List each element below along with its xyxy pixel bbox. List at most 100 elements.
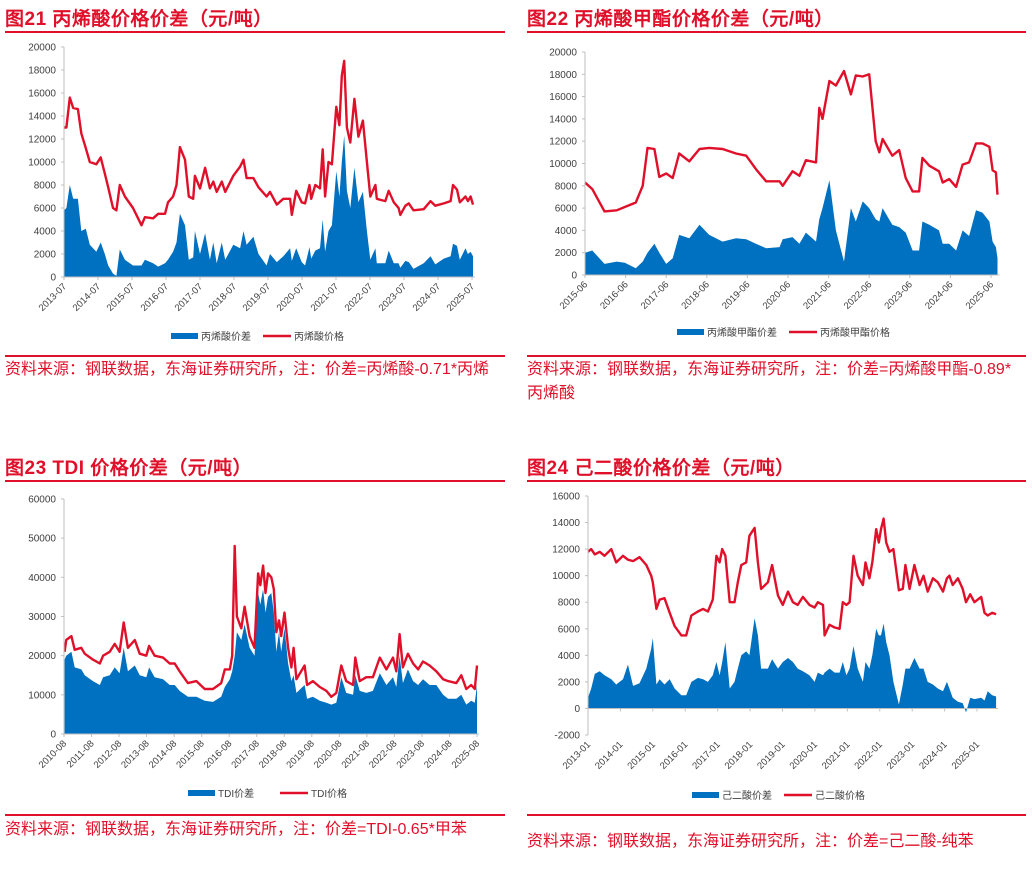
y-tick-label: 16000 xyxy=(549,92,577,103)
y-tick-label: 20000 xyxy=(549,48,577,59)
x-tick-label: 2022-08 xyxy=(367,738,399,770)
y-tick-label: 4000 xyxy=(34,227,57,238)
figure-24-source: 资料来源：钢联数据，东海证券研究所，注：价差=己二酸-纯苯 xyxy=(527,833,974,850)
figure-23-source: 资料来源：钢联数据，东海证券研究所，注：价差=TDI-0.65*甲苯 xyxy=(5,821,467,838)
legend-swatch-spread xyxy=(692,792,719,798)
y-tick-label: 8000 xyxy=(555,181,578,192)
figure-22-source: 资料来源：钢联数据，东海证券研究所，注：价差=丙烯酸甲酯-0.89*丙烯酸 xyxy=(527,361,1012,402)
price-line xyxy=(64,59,475,227)
price-line xyxy=(587,517,997,637)
y-tick-label: 50000 xyxy=(28,534,56,545)
x-tick-label: 2022-06 xyxy=(842,279,874,311)
y-tick-label: 10000 xyxy=(28,158,56,169)
y-tick-label: 0 xyxy=(574,704,580,715)
legend-label-price: 丙烯酸甲酯价格 xyxy=(820,326,890,339)
x-tick-label: 2015-08 xyxy=(174,738,206,770)
x-tick-label: 2018-06 xyxy=(679,279,711,311)
x-tick-label: 2025-06 xyxy=(964,279,996,311)
chart-24: -2000 0 2000 4000 6000 8000 10000 12000 14000 160… xyxy=(552,492,999,802)
y-tick-label: 30000 xyxy=(28,612,56,623)
legend: TDI价差 TDI价格 xyxy=(188,787,347,800)
x-tick-label: 2016-07 xyxy=(139,281,171,313)
x-tick-label: 2018-01 xyxy=(723,739,755,771)
y-tick-label: 16000 xyxy=(28,89,56,100)
y-tick-label: 20000 xyxy=(28,43,56,54)
y-tick-label: 2000 xyxy=(558,677,581,688)
y-tick-label: 10000 xyxy=(552,571,580,582)
x-tick-label: 2017-01 xyxy=(690,739,722,771)
x-tick-label: 2025-07 xyxy=(445,281,477,313)
title-divider xyxy=(527,480,1026,482)
x-tick-label: 2023-07 xyxy=(377,281,409,313)
legend-swatch-spread xyxy=(677,329,704,335)
y-tick-label: 16000 xyxy=(552,492,580,503)
x-tick-label: 2020-07 xyxy=(275,281,307,313)
x-tick-label: 2020-06 xyxy=(761,279,793,311)
x-tick-label: 2017-07 xyxy=(173,281,205,313)
x-tick-label: 2022-01 xyxy=(852,739,884,771)
legend: 丙烯酸甲酯价差 丙烯酸甲酯价格 xyxy=(677,326,890,339)
source-divider xyxy=(5,814,505,816)
x-tick-label: 2014-07 xyxy=(71,281,103,313)
y-tick-label: 0 xyxy=(50,730,56,741)
y-tick-label: 0 xyxy=(571,271,577,282)
x-tick-label: 2016-08 xyxy=(202,738,234,770)
y-tick-label: 2000 xyxy=(555,248,578,259)
legend: 己二酸价差 己二酸价格 xyxy=(692,789,865,802)
x-tick-label: 2024-08 xyxy=(422,738,454,770)
figure-22-title: 图22 丙烯酸甲酯价格价差（元/吨） xyxy=(527,9,834,30)
price-line xyxy=(63,544,479,698)
legend-label-spread: 己二酸价差 xyxy=(722,789,772,802)
spread-area xyxy=(585,180,998,275)
price-line xyxy=(584,69,999,213)
y-tick-label: 18000 xyxy=(549,70,577,81)
y-tick-label: 12000 xyxy=(552,545,580,556)
x-tick-label: 2012-08 xyxy=(92,738,124,770)
x-tick-label: 2015-06 xyxy=(558,279,590,311)
x-tick-label: 2011-08 xyxy=(65,738,97,770)
x-tick-label: 2020-08 xyxy=(312,738,344,770)
figure-23-title: 图23 TDI 价格价差（元/吨） xyxy=(5,458,253,479)
figure-24-title: 图24 己二酸价格价差（元/吨） xyxy=(527,458,795,479)
title-divider xyxy=(5,31,505,33)
legend-label-spread: 丙烯酸价差 xyxy=(201,330,251,343)
x-tick-label: 2024-06 xyxy=(923,279,955,311)
y-tick-label: 6000 xyxy=(555,204,578,215)
x-tick-label: 2017-06 xyxy=(639,279,671,311)
x-tick-label: 2021-08 xyxy=(340,738,372,770)
x-tick-label: 2016-06 xyxy=(598,279,630,311)
figure-21-source: 资料来源：钢联数据，东海证券研究所，注：价差=丙烯酸-0.71*丙烯 xyxy=(5,361,490,378)
x-tick-label: 2015-07 xyxy=(105,281,137,313)
y-tick-label: 20000 xyxy=(28,651,56,662)
x-tick-label: 2025-08 xyxy=(450,738,482,770)
source-divider xyxy=(527,814,1026,816)
y-tick-label: 8000 xyxy=(558,598,581,609)
x-tick-label: 2020-01 xyxy=(788,739,820,771)
y-tick-label: 60000 xyxy=(28,495,56,506)
x-tick-label: 2010-08 xyxy=(37,738,69,770)
y-tick-label: 14000 xyxy=(549,114,577,125)
x-tick-label: 2023-01 xyxy=(885,739,917,771)
chart-23: 01000020000300004000050000600002010-0820… xyxy=(28,495,482,801)
y-tick-label: 8000 xyxy=(34,181,57,192)
spread-area xyxy=(588,618,997,713)
y-tick-label: 18000 xyxy=(28,66,56,77)
legend-label-price: 丙烯酸价格 xyxy=(294,330,344,343)
y-tick-label: 10000 xyxy=(549,159,577,170)
x-tick-label: 2024-07 xyxy=(411,281,443,313)
x-tick-label: 2014-08 xyxy=(147,738,179,770)
x-tick-label: 2023-06 xyxy=(882,279,914,311)
legend-swatch-spread xyxy=(171,333,198,339)
x-tick-label: 2019-08 xyxy=(284,738,316,770)
chart-22: 0 2000 4000 6000 8000 10000 12000 14000 16000 180… xyxy=(549,48,1000,339)
y-tick-label: 2000 xyxy=(34,250,57,261)
legend-label-price: 己二酸价格 xyxy=(815,789,865,802)
y-tick-label: 6000 xyxy=(558,624,581,635)
legend: 丙烯酸价差 丙烯酸价格 xyxy=(171,330,344,343)
x-tick-label: 2017-08 xyxy=(229,738,261,770)
x-tick-label: 2016-01 xyxy=(658,739,690,771)
spread-area xyxy=(64,589,477,734)
y-tick-label: 40000 xyxy=(28,573,56,584)
x-tick-label: 2018-08 xyxy=(257,738,289,770)
y-tick-label: 4000 xyxy=(558,651,581,662)
